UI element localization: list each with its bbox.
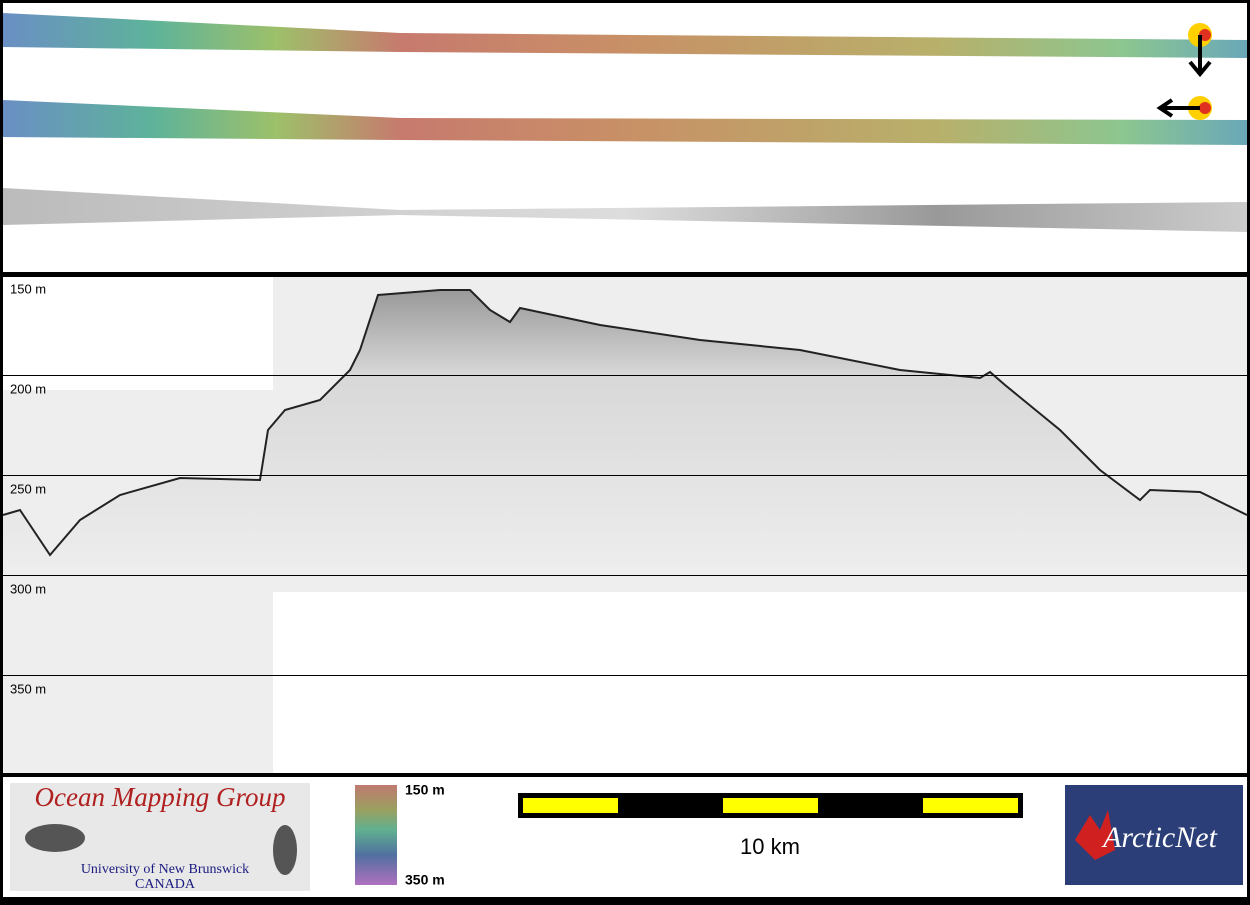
depth-label: 350 m: [10, 681, 46, 696]
logo-graphic: [25, 824, 85, 852]
colorbar-label: 350 m: [405, 872, 445, 888]
depth-lines: [3, 375, 1247, 676]
swath-band: [3, 100, 1247, 145]
arcticnet-text: ArcticNet: [1101, 821, 1218, 854]
scale-bar-segments: [523, 798, 1018, 813]
backscatter-band: [3, 188, 1247, 232]
depth-label: 300 m: [10, 581, 46, 596]
echogram-data: [3, 390, 273, 773]
maple-leaf: [1075, 810, 1115, 860]
depth-label: 250 m: [10, 481, 46, 496]
sun-icon: [1156, 23, 1212, 120]
swath-band: [3, 13, 1247, 58]
depth-label: 200 m: [10, 381, 46, 396]
scale-label: 10 km: [740, 834, 800, 859]
depth-label: 150 m: [10, 281, 46, 296]
logo-text: CANADA: [135, 877, 196, 892]
logo-text: University of New Brunswick: [81, 862, 249, 877]
colorbar-label: 150 m: [405, 782, 445, 798]
seabed: [3, 290, 1247, 575]
logo-graphic: [273, 825, 297, 875]
colorbar: [355, 785, 397, 885]
seabed-line: [2, 289, 1248, 557]
logo-title: Ocean Mapping Group: [35, 782, 286, 812]
